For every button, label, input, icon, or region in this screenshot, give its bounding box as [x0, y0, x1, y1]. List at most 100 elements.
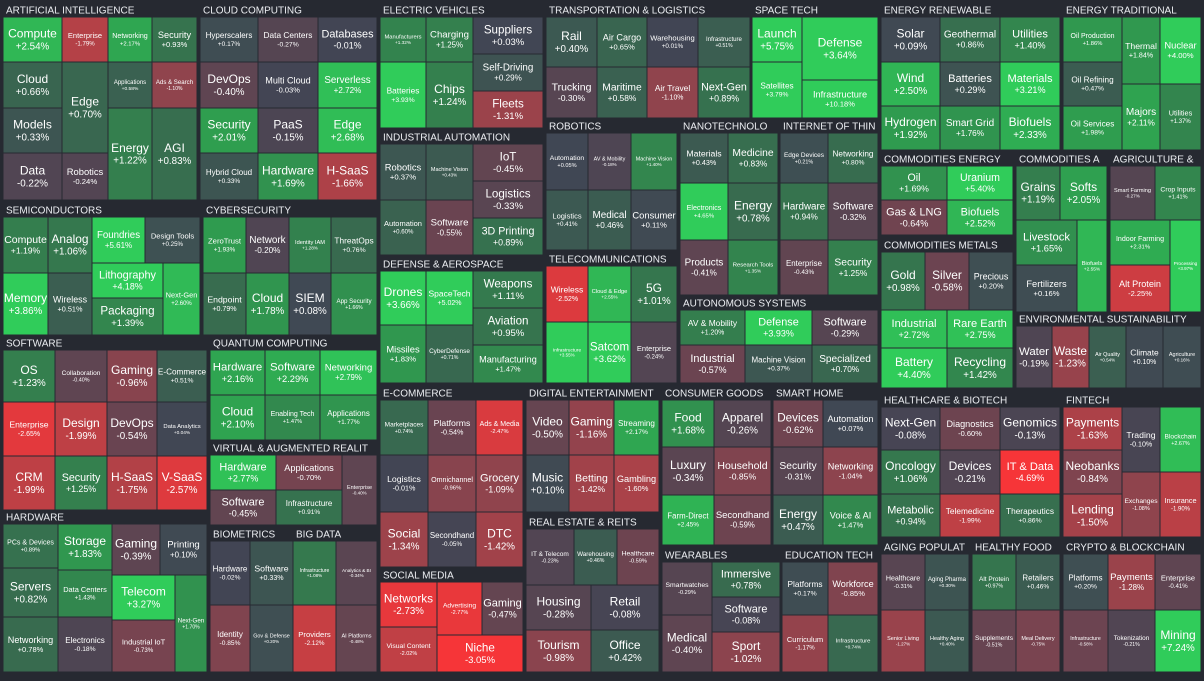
- tile-label: Aging Pharma: [928, 577, 967, 583]
- tile: [1155, 554, 1201, 610]
- tile-value: +2.67%: [1171, 441, 1190, 447]
- tile-label: Crop Inputs: [1160, 187, 1196, 194]
- sector: ENERGY RENEWABLESolar+0.09%Geothermal+0.…: [881, 6, 1060, 150]
- tile-label: Healthcare: [622, 551, 655, 558]
- tile-label: Immersive: [721, 568, 771, 580]
- tile-label: Telecom: [121, 584, 166, 598]
- tile-label: Logistics: [552, 212, 581, 221]
- tile-value: -0.10%: [1130, 441, 1153, 449]
- tile: [210, 455, 276, 490]
- tile-label: Gaming: [111, 363, 153, 377]
- tile: [318, 17, 377, 62]
- tile-value: -0.20%: [255, 246, 281, 255]
- tile-label: Analog: [51, 232, 88, 246]
- tile-value: -0.31%: [785, 471, 812, 481]
- tile: [1160, 407, 1201, 472]
- tile: [92, 217, 145, 263]
- sector-title: QUANTUM COMPUTING: [213, 339, 328, 350]
- tile-label: Machine Vision: [636, 156, 672, 162]
- tile-value: +0.16%: [1034, 289, 1060, 298]
- tile-label: Exchanges: [1124, 498, 1158, 505]
- tile-label: Air Travel: [655, 83, 691, 93]
- tile: [62, 17, 108, 62]
- tile-value: +1.47%: [838, 520, 864, 529]
- tile-label: Gas & LNG: [886, 206, 942, 218]
- tile-value: +2.33%: [1013, 130, 1047, 141]
- tile-label: Platforms: [787, 579, 822, 589]
- tile-value: -0.32%: [840, 212, 867, 222]
- tile: [1160, 84, 1201, 150]
- tile: [426, 144, 473, 200]
- tile-value: -2.02%: [400, 651, 418, 657]
- tile: [526, 455, 569, 512]
- tile-label: Silver: [932, 268, 962, 282]
- tile-label: Smart Farming: [1114, 188, 1151, 194]
- tile-value: -1.90%: [1171, 506, 1191, 512]
- tile: [107, 456, 157, 510]
- sector-title: SEMICONDUCTORS: [6, 206, 102, 217]
- sector-title: INDUSTRIAL AUTOMATION: [383, 133, 510, 144]
- tile-label: Software: [725, 603, 768, 615]
- tile-value: +0.33%: [16, 132, 50, 143]
- tile: [1000, 407, 1060, 450]
- tile: [1163, 326, 1201, 388]
- tile-label: Medical: [592, 210, 626, 221]
- tile-value: -0.29%: [831, 328, 860, 338]
- tile-value: +2.31%: [1130, 244, 1151, 250]
- tile-value: -0.45%: [493, 164, 524, 175]
- tile: [476, 455, 523, 512]
- sector-title: CLOUD COMPUTING: [203, 6, 302, 17]
- tile-value: -0.26%: [727, 425, 758, 436]
- sector: INDUSTRIAL AUTOMATION Robotics+0.37% Machi…: [380, 133, 543, 255]
- tile: [58, 570, 112, 617]
- tile: [3, 568, 58, 617]
- tile-label: Batteries: [387, 85, 420, 95]
- tile-value: +0.40%: [555, 44, 589, 55]
- tile-value: +0.93%: [162, 40, 188, 49]
- tile-value: -1.17%: [795, 645, 815, 652]
- tile-label: Printing: [167, 540, 200, 551]
- tile: [336, 541, 377, 605]
- tile-label: Oil Production: [1071, 33, 1115, 40]
- tile: [925, 554, 969, 610]
- tile: [881, 200, 947, 235]
- tile-value: -0.31%: [894, 584, 913, 590]
- tile-value: +1.92%: [894, 130, 928, 141]
- tile-value: +0.29%: [954, 85, 985, 95]
- tile-value: +3.93%: [763, 328, 794, 338]
- tile-value: -1.99%: [13, 485, 44, 496]
- tile-label: Gov & Defense: [253, 633, 290, 639]
- tile-label: Gaming: [115, 536, 157, 550]
- sector-title: ENVIRONMENTAL SUSTAINABILITY: [1019, 315, 1187, 326]
- tile-value: +2.50%: [894, 86, 928, 97]
- tile: [200, 17, 258, 62]
- tile: [1052, 326, 1089, 388]
- tile: [881, 450, 940, 494]
- tile-label: Packaging: [100, 304, 154, 317]
- tile-value: -0.19%: [1019, 357, 1049, 368]
- sector-title: CONSUMER GOODS: [665, 389, 764, 400]
- tile-label: Nuclear: [1164, 40, 1196, 51]
- tile-value: -2.25%: [1128, 289, 1152, 298]
- tile-label: Streaming: [618, 419, 655, 428]
- tile: [698, 17, 750, 67]
- tile-value: +0.60%: [393, 229, 414, 236]
- tile-value: +0.37%: [390, 173, 416, 182]
- sector: CRYPTO & BLOCKCHAIN Platforms +0.20% Paymen…: [1063, 543, 1201, 672]
- tile-label: Applications: [114, 80, 146, 86]
- tile-label: Software: [222, 496, 265, 508]
- tile-value: +1.20%: [701, 329, 725, 336]
- tile-value: -2.65%: [18, 431, 40, 438]
- sector: WEARABLES Smartwatches-0.29% Immersive+0.7…: [662, 551, 780, 672]
- tile-label: Models: [13, 117, 52, 131]
- tile: [588, 190, 631, 250]
- tile-label: Ads & Media: [480, 421, 520, 428]
- sector-title: BIOMETRICS: [213, 530, 276, 541]
- tile-value: +1.78%: [251, 306, 285, 317]
- tile-value: +5.75%: [760, 41, 794, 52]
- tile-value: -0.39%: [120, 551, 151, 562]
- tile-value: +0.80%: [842, 160, 865, 167]
- tile-value: +1.40%: [1014, 41, 1045, 51]
- tile-value: -1.34%: [388, 541, 419, 552]
- tile-label: Healthy Aging: [930, 636, 964, 642]
